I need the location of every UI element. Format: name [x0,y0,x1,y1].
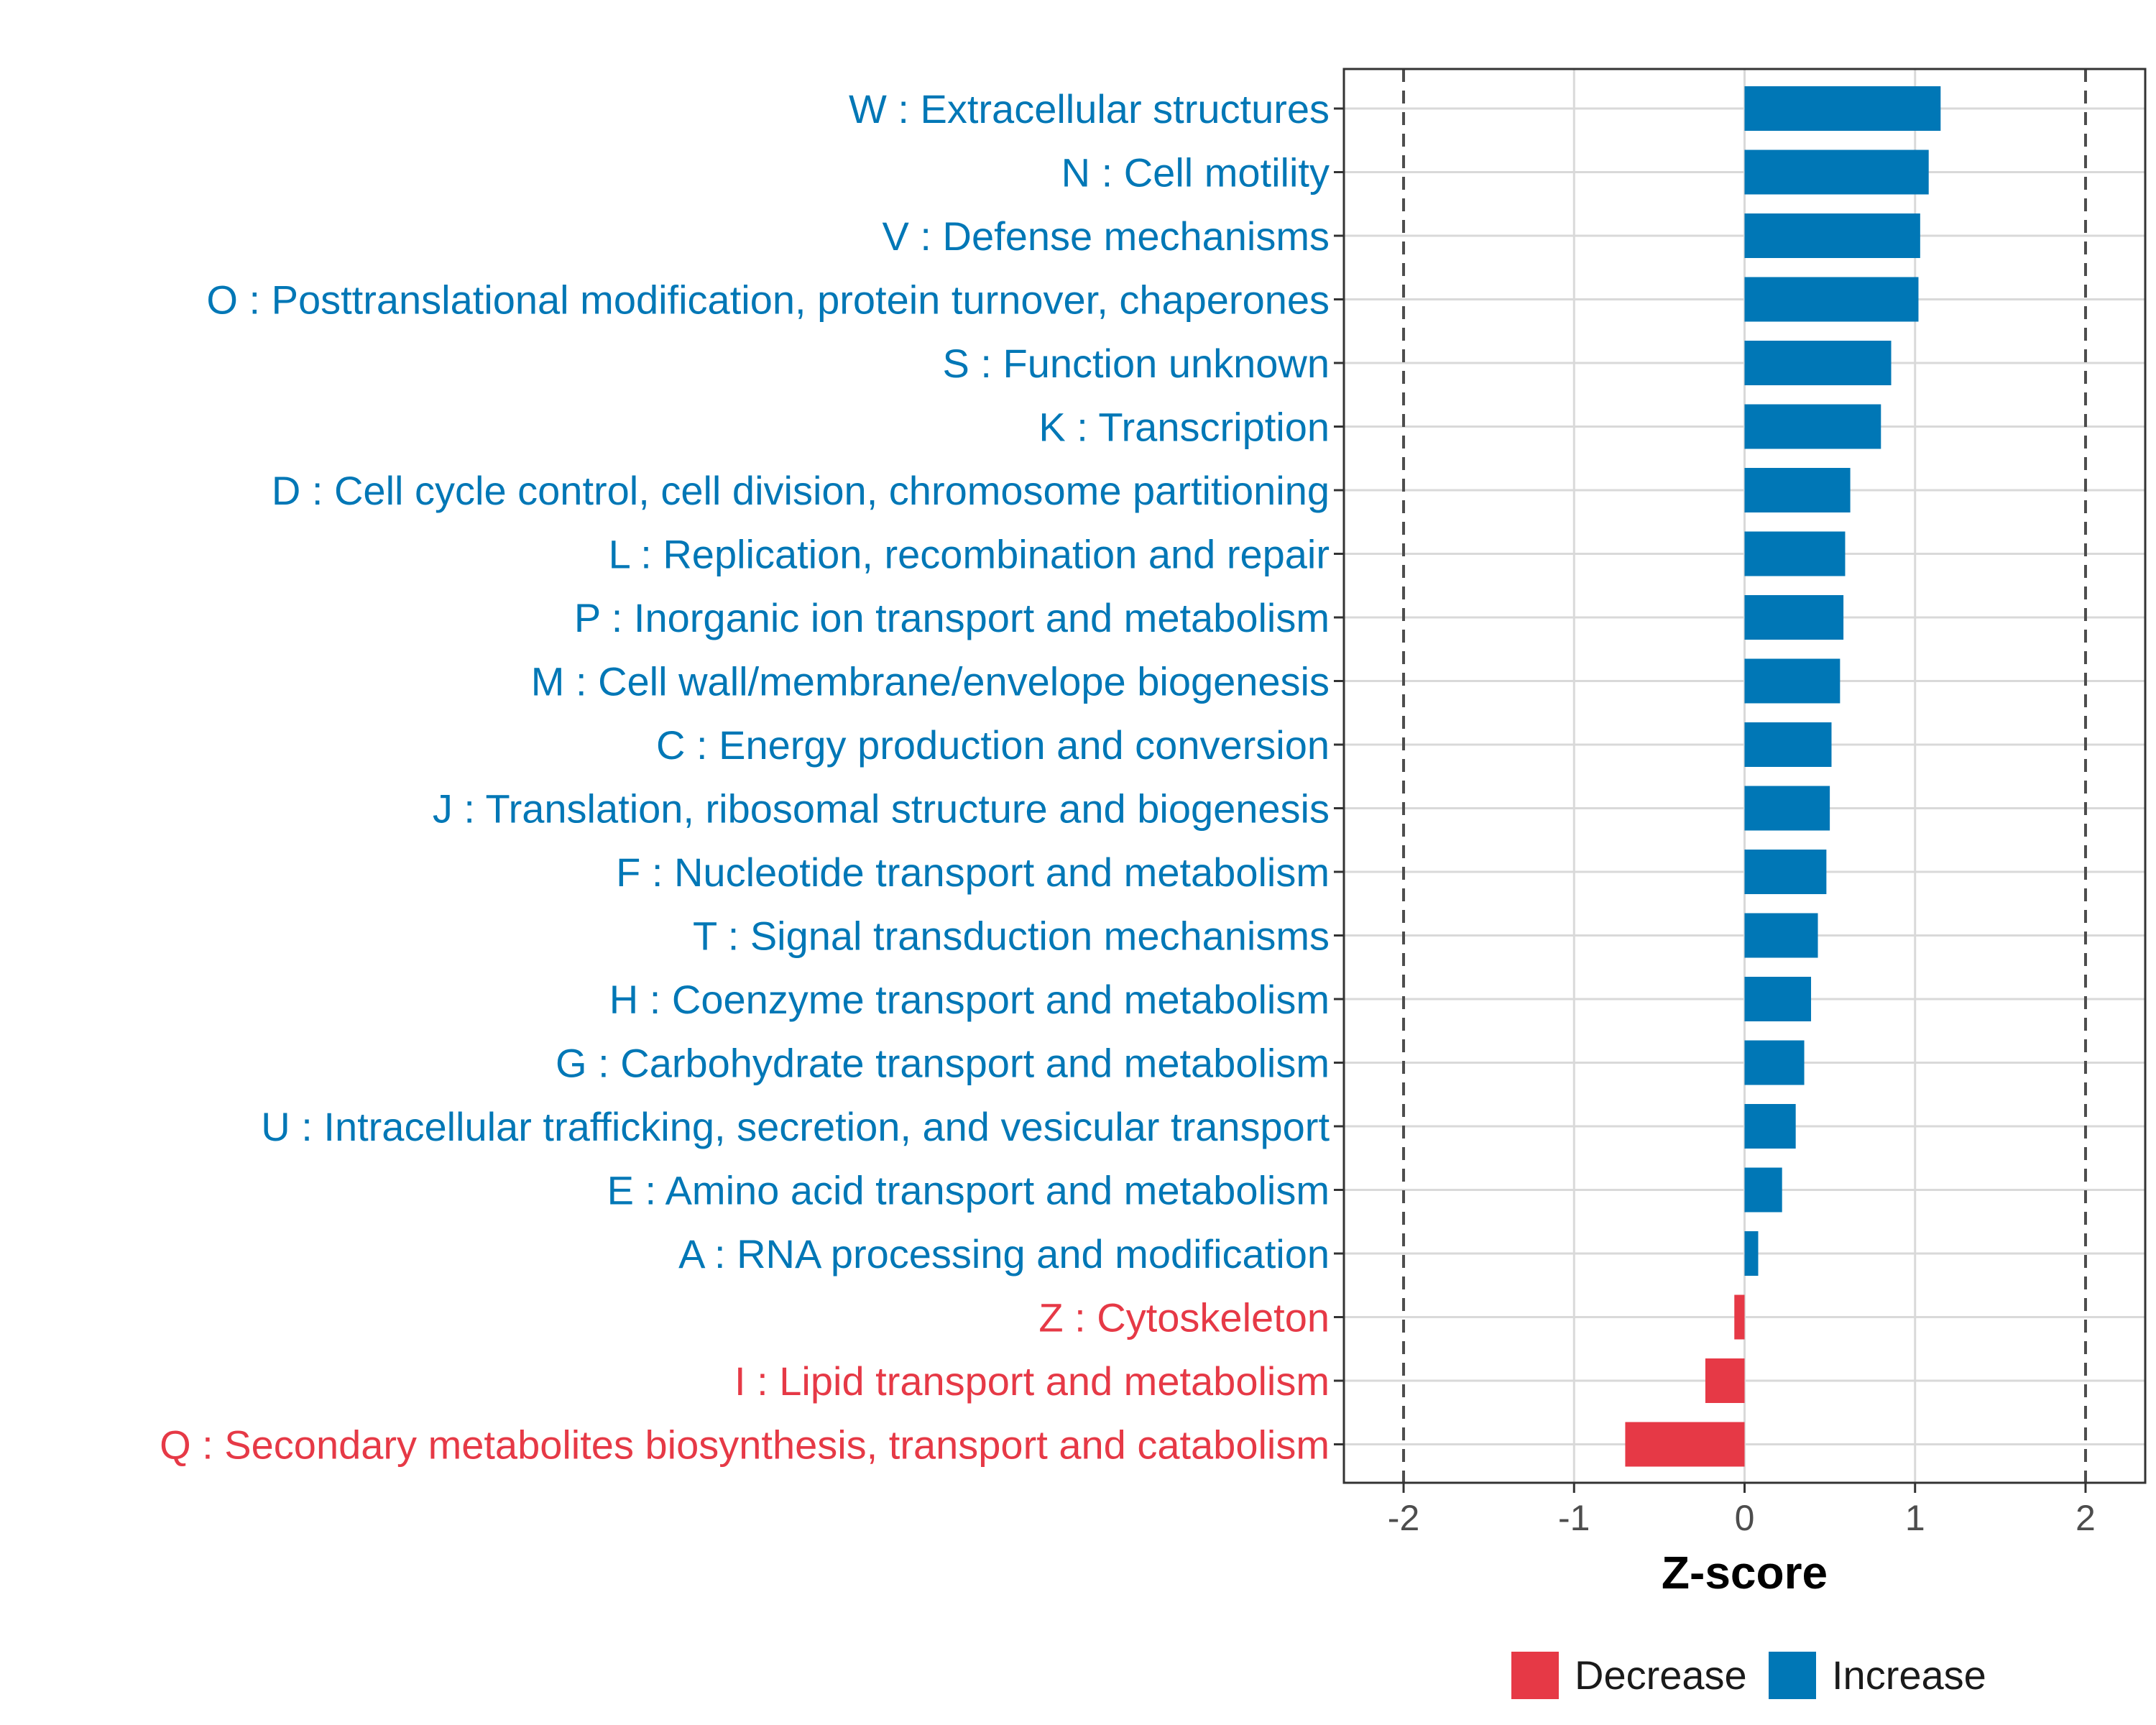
category-label: D : Cell cycle control, cell division, c… [272,468,1330,513]
bars [1625,86,1941,1467]
category-label: Z : Cytoskeleton [1038,1295,1330,1340]
bar [1744,722,1832,767]
category-label: S : Function unknown [942,341,1330,386]
x-tick-label: 0 [1735,1498,1755,1538]
x-axis-ticks: -2 -1 0 1 2 [1388,1483,2096,1538]
legend: Decrease Increase [1511,1652,1986,1699]
bar [1744,341,1892,385]
category-label: A : RNA processing and modification [678,1231,1330,1276]
category-label: J : Translation, ribosomal structure and… [433,786,1330,832]
bar [1744,1231,1759,1276]
category-label: H : Coenzyme transport and metabolism [609,977,1330,1022]
bar [1744,977,1812,1021]
bar [1744,850,1827,894]
category-label: I : Lipid transport and metabolism [734,1358,1330,1404]
legend-label: Decrease [1575,1652,1747,1698]
category-label: P : Inorganic ion transport and metaboli… [574,595,1330,640]
bar [1744,1040,1805,1085]
category-label: T : Signal transduction mechanisms [693,914,1330,959]
legend-key [1511,1652,1559,1699]
x-tick-label: 1 [1905,1498,1925,1538]
bar [1744,1104,1796,1149]
bar [1744,404,1881,449]
y-axis-ticks [1334,107,1344,1445]
bar [1744,277,1919,322]
x-axis-title: Z-score [1662,1547,1828,1598]
bar [1744,150,1929,195]
category-label: L : Replication, recombination and repai… [609,532,1330,577]
bar [1744,1167,1782,1213]
bar [1744,86,1941,131]
bar [1744,531,1846,576]
x-tick-label: -1 [1558,1498,1590,1538]
bar [1744,786,1830,831]
bar [1625,1422,1745,1467]
category-label: K : Transcription [1038,405,1330,450]
category-label: F : Nucleotide transport and metabolism [616,850,1330,895]
category-label: N : Cell motility [1061,150,1330,196]
bar [1744,658,1841,704]
bar [1744,468,1851,512]
category-labels: W : Extracellular structures N : Cell mot… [160,86,1330,1468]
legend-key [1769,1652,1816,1699]
legend-label: Increase [1832,1652,1986,1698]
bar [1705,1358,1745,1403]
bar [1744,595,1844,640]
category-label: M : Cell wall/membrane/envelope biogenes… [531,659,1330,704]
x-tick-label: 2 [2076,1498,2096,1538]
category-label: W : Extracellular structures [849,86,1330,132]
x-tick-label: -2 [1388,1498,1419,1538]
category-label: G : Carbohydrate transport and metabolis… [556,1041,1330,1086]
category-label: V : Defense mechanisms [883,213,1330,259]
category-label: O : Posttranslational modification, prot… [206,277,1330,323]
category-label: E : Amino acid transport and metabolism [607,1168,1330,1213]
category-label: Q : Secondary metabolites biosynthesis, … [160,1422,1330,1468]
category-label: C : Energy production and conversion [656,722,1330,768]
bar [1744,213,1920,258]
bar [1734,1294,1745,1340]
bar [1744,913,1818,958]
category-label: U : Intracellular trafficking, secretion… [261,1104,1330,1149]
